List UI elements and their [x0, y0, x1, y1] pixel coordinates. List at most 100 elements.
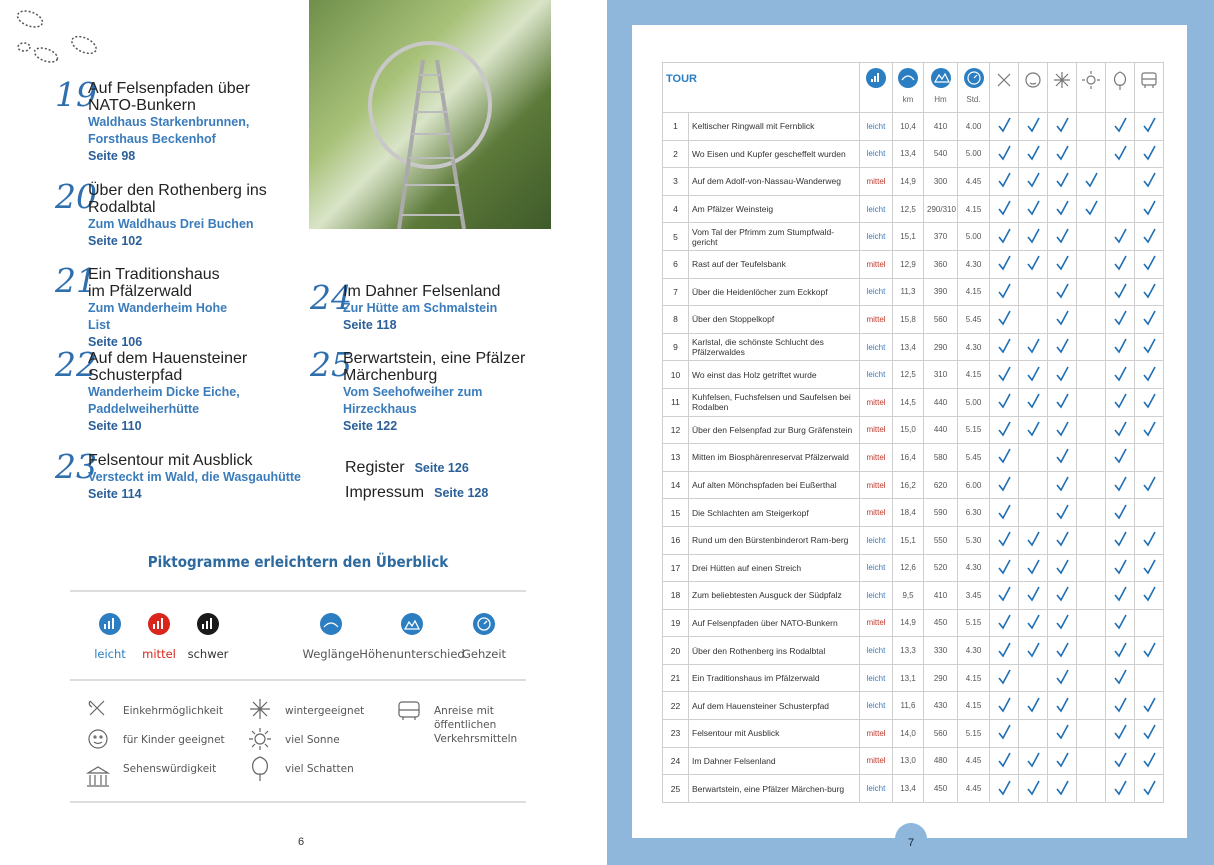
check-mark [1143, 283, 1156, 299]
feature-cell [1105, 112, 1135, 141]
header-cell [1105, 62, 1135, 113]
feature-cell [989, 112, 1019, 141]
tour-number: 18 [662, 581, 689, 610]
feature-cell [1134, 663, 1164, 693]
header-unit: Std. [966, 95, 981, 104]
tour-difficulty: mittel [859, 387, 893, 417]
tour-measure: 4.15 [957, 194, 990, 224]
tour-measure: 560 [923, 305, 958, 334]
toc-subtitle: Vom Seehofweiher zum Hirzeckhaus [343, 385, 483, 416]
feature-cell [1105, 525, 1135, 555]
feature-cell [1105, 194, 1135, 224]
check-mark [1056, 697, 1069, 713]
tour-measure: 13,3 [892, 636, 924, 665]
toc-body: Ein Traditionshaus im Pfälzerwald Zum Wan… [88, 266, 238, 351]
toc-title: Auf Felsenpfaden über NATO-Bunkern [88, 80, 250, 114]
tour-number: 8 [662, 305, 689, 334]
toc-page: Seite 106 [88, 335, 143, 349]
tour-measure: 4.15 [957, 663, 990, 693]
tour-measure: 5.45 [957, 443, 990, 472]
check-mark [1056, 449, 1069, 464]
feature-icon [1025, 72, 1041, 88]
tour-measure: 450 [923, 608, 958, 638]
check-mark [998, 117, 1011, 133]
tour-name: Ein Traditionshaus im Pfälzerwald [688, 663, 860, 693]
tour-row: 20 Über den Rothenberg ins Rodalbtal leich… [662, 636, 1164, 665]
feature-cell [1076, 636, 1106, 665]
check-mark [1027, 200, 1040, 216]
tour-difficulty: mittel [859, 167, 893, 196]
check-mark [998, 669, 1011, 685]
tour-difficulty: leicht [859, 139, 893, 169]
header-cell [1076, 62, 1106, 113]
tour-measure: 540 [923, 139, 958, 169]
tour-number: 24 [662, 746, 689, 776]
tour-difficulty: leicht [859, 194, 893, 224]
page-number: 7 [895, 823, 927, 855]
tour-name: Zum beliebtesten Ausguck der Südpfalz [688, 581, 860, 610]
check-mark [1056, 504, 1069, 520]
tour-measure: 12,6 [892, 553, 924, 583]
tour-number: 15 [662, 498, 689, 527]
tour-number: 22 [662, 691, 689, 721]
check-mark [1056, 393, 1069, 409]
tour-row: 22 Auf dem Hauensteiner Schusterpfad leich… [662, 691, 1164, 721]
feature-cell [1105, 774, 1135, 803]
tour-name: Keltischer Ringwall mit Fernblick [688, 112, 860, 141]
check-mark [1114, 366, 1127, 382]
difficulty-icon [866, 68, 886, 88]
tour-difficulty: leicht [859, 663, 893, 693]
tour-number: 16 [662, 525, 689, 555]
feature-cell [1134, 746, 1164, 776]
check-mark [1027, 421, 1040, 437]
feature-cell [989, 249, 1019, 279]
tour-measure: 11,3 [892, 277, 924, 307]
feature-cell [1134, 415, 1164, 445]
feature-cell [1105, 360, 1135, 389]
tour-row: 12 Über den Felsenpfad zur Burg Gräfenste… [662, 415, 1164, 445]
check-mark [1143, 559, 1156, 575]
tour-measure: 4.45 [957, 774, 990, 803]
tour-row: 13 Mitten im Biosphärenreservat Pfälzerwa… [662, 443, 1164, 472]
check-mark [1114, 697, 1127, 713]
tour-name: Über den Rothenberg ins Rodalbtal [688, 636, 860, 665]
feature-cell [1105, 691, 1135, 721]
feature-cell [1018, 222, 1048, 251]
tour-name: Über den Felsenpfad zur Burg Gräfenstein [688, 415, 860, 445]
tour-measure: 560 [923, 719, 958, 748]
tour-number: 9 [662, 332, 689, 362]
tour-measure: 5.30 [957, 525, 990, 555]
tour-number: 7 [662, 277, 689, 307]
tour-measure: 450 [923, 774, 958, 803]
tour-measure: 4.45 [957, 746, 990, 776]
check-mark [1143, 255, 1156, 271]
tour-table: TOUR km Hm Std. 1 Keltischer Ringwall mit Fer… [662, 62, 1164, 803]
tour-difficulty: mittel [859, 415, 893, 445]
check-mark [1056, 173, 1069, 188]
tour-measure: 15,0 [892, 415, 924, 445]
tour-name: Auf Felsenpfaden über NATO-Bunkern [688, 608, 860, 638]
feature-cell [989, 167, 1019, 196]
toc-subtitle: Versteckt im Wald, die Wasgauhütte [88, 470, 302, 484]
tour-measure: 430 [923, 691, 958, 721]
feature-cell [1076, 387, 1106, 417]
tour-row: 8 Über den Stoppelkopf mittel 15,8 560 5.45 [662, 305, 1164, 334]
check-mark [1143, 366, 1156, 382]
feature-cell [1105, 663, 1135, 693]
tour-number: 5 [662, 222, 689, 251]
measure-label: Höhenunterschied [359, 647, 465, 661]
check-mark [1056, 559, 1069, 575]
toc-body: Berwartstein, eine Pfälzer Märchenburg Vo… [343, 350, 543, 435]
tour-row: 2 Wo Eisen und Kupfer gescheffelt wurden l… [662, 139, 1164, 169]
tour-measure: 14,9 [892, 608, 924, 638]
difficulty-label: mittel [142, 647, 176, 661]
tour-number: 21 [662, 663, 689, 693]
tour-measure: 16,4 [892, 443, 924, 472]
feature-cell [1076, 112, 1106, 141]
measure-icon [963, 68, 984, 88]
tour-measure: 4.00 [957, 112, 990, 141]
check-mark [998, 173, 1011, 188]
tour-name: Rast auf der Teufelsbank [688, 249, 860, 279]
check-mark [1027, 145, 1040, 161]
feature-cell [1076, 746, 1106, 776]
